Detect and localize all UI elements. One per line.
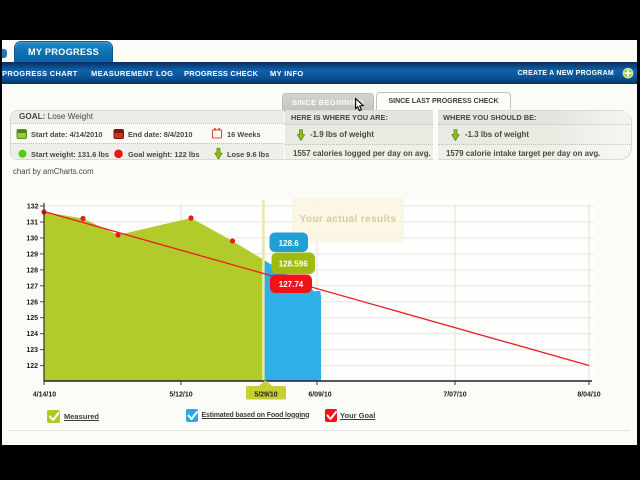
svg-text:5/29/10: 5/29/10: [254, 392, 277, 399]
svg-text:130: 130: [26, 235, 38, 242]
svg-text:125: 125: [26, 315, 38, 322]
svg-text:4/14/10: 4/14/10: [33, 392, 56, 399]
svg-text:5/12/10: 5/12/10: [169, 392, 192, 399]
svg-text:7/07/10: 7/07/10: [443, 392, 466, 399]
svg-text:127.74: 127.74: [279, 280, 304, 289]
svg-text:6/09/10: 6/09/10: [308, 392, 331, 399]
svg-text:122: 122: [26, 363, 38, 370]
svg-text:Your actual results: Your actual results: [300, 214, 397, 225]
svg-text:128.6: 128.6: [279, 239, 300, 248]
svg-text:123: 123: [26, 347, 38, 354]
svg-text:128: 128: [26, 267, 38, 274]
svg-text:129: 129: [26, 251, 38, 258]
svg-text:124: 124: [26, 331, 38, 338]
svg-text:128.596: 128.596: [279, 260, 308, 269]
svg-text:131: 131: [26, 220, 38, 227]
svg-text:8/04/10: 8/04/10: [577, 392, 600, 399]
svg-text:132: 132: [27, 204, 39, 211]
svg-text:127: 127: [26, 283, 38, 290]
svg-text:126: 126: [26, 299, 38, 306]
